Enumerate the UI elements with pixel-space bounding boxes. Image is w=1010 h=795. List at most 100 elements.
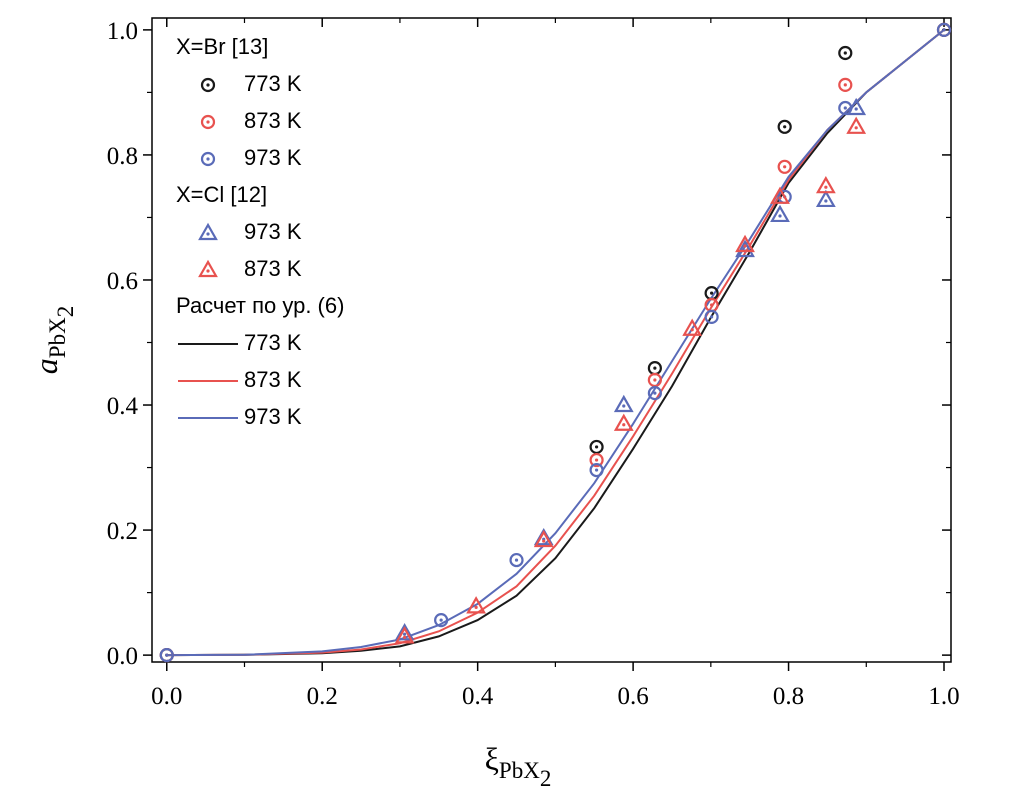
marker-ring [704, 309, 719, 324]
legend-label: 973 K [244, 219, 302, 244]
marker-triangle [533, 529, 554, 548]
marker-triangle [613, 413, 634, 431]
x-axis-label-part: PbX [499, 757, 540, 783]
marker-dot [206, 83, 210, 87]
circle-marker [936, 22, 952, 37]
marker-dot [743, 244, 747, 248]
marker-ring [589, 452, 604, 468]
marker-dot [783, 125, 787, 129]
marker-dot [942, 28, 946, 32]
marker-ring [200, 114, 216, 130]
marker-triangle [815, 175, 836, 194]
y-tick-label: 0.8 [107, 143, 138, 170]
marker-dot [653, 366, 657, 370]
circle-marker [200, 151, 216, 167]
legend-label: 873 K [244, 256, 302, 281]
marker-triangle [735, 239, 755, 258]
marker-triangle [770, 186, 790, 204]
legend-label: 873 K [244, 367, 302, 392]
y-axis-label-part: PbX [44, 317, 70, 358]
marker-dot [710, 291, 714, 295]
circle-marker [159, 648, 174, 663]
triangle-marker [846, 116, 867, 134]
marker-dot [843, 51, 847, 55]
triangle-marker [466, 596, 487, 614]
circle-marker [589, 452, 604, 468]
circle-marker [589, 439, 604, 455]
triangle-marker [613, 394, 634, 413]
circle-marker [200, 114, 216, 130]
marker-dot [843, 106, 847, 110]
marker-ring [777, 119, 792, 134]
x-tick-label: 0.2 [307, 683, 338, 710]
marker-dot [594, 468, 599, 472]
marker-triangle [394, 626, 415, 644]
marker-ring [434, 613, 449, 628]
x-tick-label: 0.8 [773, 683, 804, 710]
marker-triangle [815, 189, 836, 208]
marker-ring [509, 552, 524, 568]
circle-marker [647, 372, 662, 388]
triangle-marker [198, 222, 218, 241]
marker-dot [594, 458, 599, 462]
circle-marker [200, 77, 216, 93]
marker-ring [647, 386, 662, 401]
marker-dot [854, 126, 858, 130]
marker-dot [474, 605, 478, 609]
marker-dot [843, 83, 847, 87]
legend-label: 873 K [244, 108, 302, 133]
x-tick-label: 0.6 [617, 683, 648, 710]
marker-triangle [682, 318, 703, 336]
y-tick-label: 0.2 [107, 518, 138, 545]
x-axis-label-part: 2 [540, 765, 552, 791]
triangle-marker [613, 413, 634, 431]
legend-group-title: X=Cl [12] [176, 182, 267, 207]
x-tick-label: 1.0 [928, 683, 959, 710]
circle-marker [838, 77, 853, 93]
circle-marker [647, 361, 662, 376]
triangle-marker [394, 626, 415, 644]
marker-dot [594, 445, 599, 449]
marker-dot [783, 165, 787, 169]
x-tick-label: 0.4 [462, 683, 494, 710]
triangle-marker [394, 623, 415, 641]
circle-marker [434, 613, 449, 628]
y-axis-label-part: a [28, 358, 64, 374]
y-tick-label: 0.4 [107, 393, 139, 420]
triangle-marker [770, 204, 790, 223]
circle-marker [838, 45, 853, 61]
marker-triangle [613, 394, 634, 413]
circle-marker [777, 159, 792, 174]
marker-dot [824, 185, 828, 189]
marker-ring [838, 45, 853, 61]
triangle-marker [198, 259, 218, 278]
marker-dot [514, 558, 519, 562]
legend: X=Br [13] 773 K 873 K 973 K X=Cl [12] 973 K 87… [176, 34, 344, 429]
plot-frame [151, 17, 952, 663]
y-tick-label: 0.0 [107, 643, 138, 670]
x-tick-label: 0.0 [151, 683, 182, 710]
x-axis-label-part: ξ [485, 741, 499, 777]
marker-triangle [846, 116, 867, 134]
marker-dot [854, 107, 858, 111]
marker-dot [206, 157, 210, 161]
circle-marker [704, 309, 719, 324]
marker-triangle [394, 623, 415, 641]
marker-dot [165, 653, 169, 657]
marker-dot [778, 214, 782, 218]
triangle-marker [815, 189, 836, 208]
curve [166, 29, 945, 657]
marker-dot [778, 196, 782, 200]
curve [166, 29, 945, 657]
y-tick-label: 1.0 [107, 18, 138, 45]
circle-marker [647, 386, 662, 401]
marker-ring [200, 77, 216, 93]
marker-triangle [770, 204, 790, 223]
marker-ring [159, 648, 174, 663]
marker-dot [206, 269, 210, 273]
marker-dot [824, 199, 828, 203]
marker-ring [647, 372, 662, 388]
legend-label: 773 K [244, 330, 302, 355]
triangle-marker [682, 318, 703, 336]
